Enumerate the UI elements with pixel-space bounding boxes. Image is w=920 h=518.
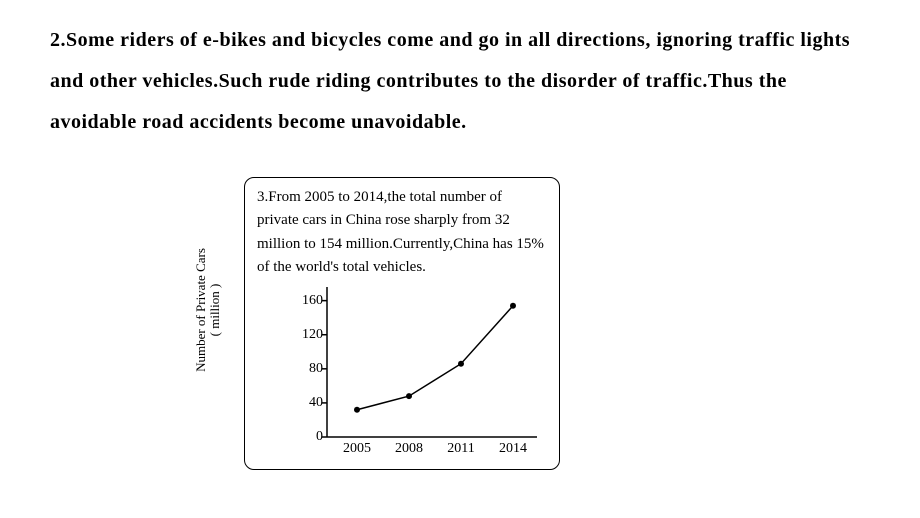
chart-area: Number of Private Cars ( million ) 04080… xyxy=(265,287,547,457)
y-tick-label: 160 xyxy=(302,293,323,309)
y-axis-label-line2: ( million ) xyxy=(207,284,222,337)
y-tick-label: 40 xyxy=(309,395,323,411)
chart-plot: 040801201602005200820112014 xyxy=(327,287,537,437)
x-tick-label: 2005 xyxy=(343,441,371,457)
y-tick-label: 0 xyxy=(316,429,323,445)
x-tick-label: 2011 xyxy=(447,441,474,457)
chart-container: 3.From 2005 to 2014,the total number of … xyxy=(244,177,560,470)
y-axis-label: Number of Private Cars ( million ) xyxy=(194,240,223,380)
y-axis-label-line1: Number of Private Cars xyxy=(193,248,208,372)
x-tick-label: 2014 xyxy=(499,441,527,457)
chart-description: 3.From 2005 to 2014,the total number of … xyxy=(257,186,547,279)
y-tick-label: 120 xyxy=(302,327,323,343)
chart-svg xyxy=(327,287,537,437)
x-tick-label: 2008 xyxy=(395,441,423,457)
y-tick-label: 80 xyxy=(309,361,323,377)
main-paragraph: 2.Some riders of e-bikes and bicycles co… xyxy=(50,20,870,143)
